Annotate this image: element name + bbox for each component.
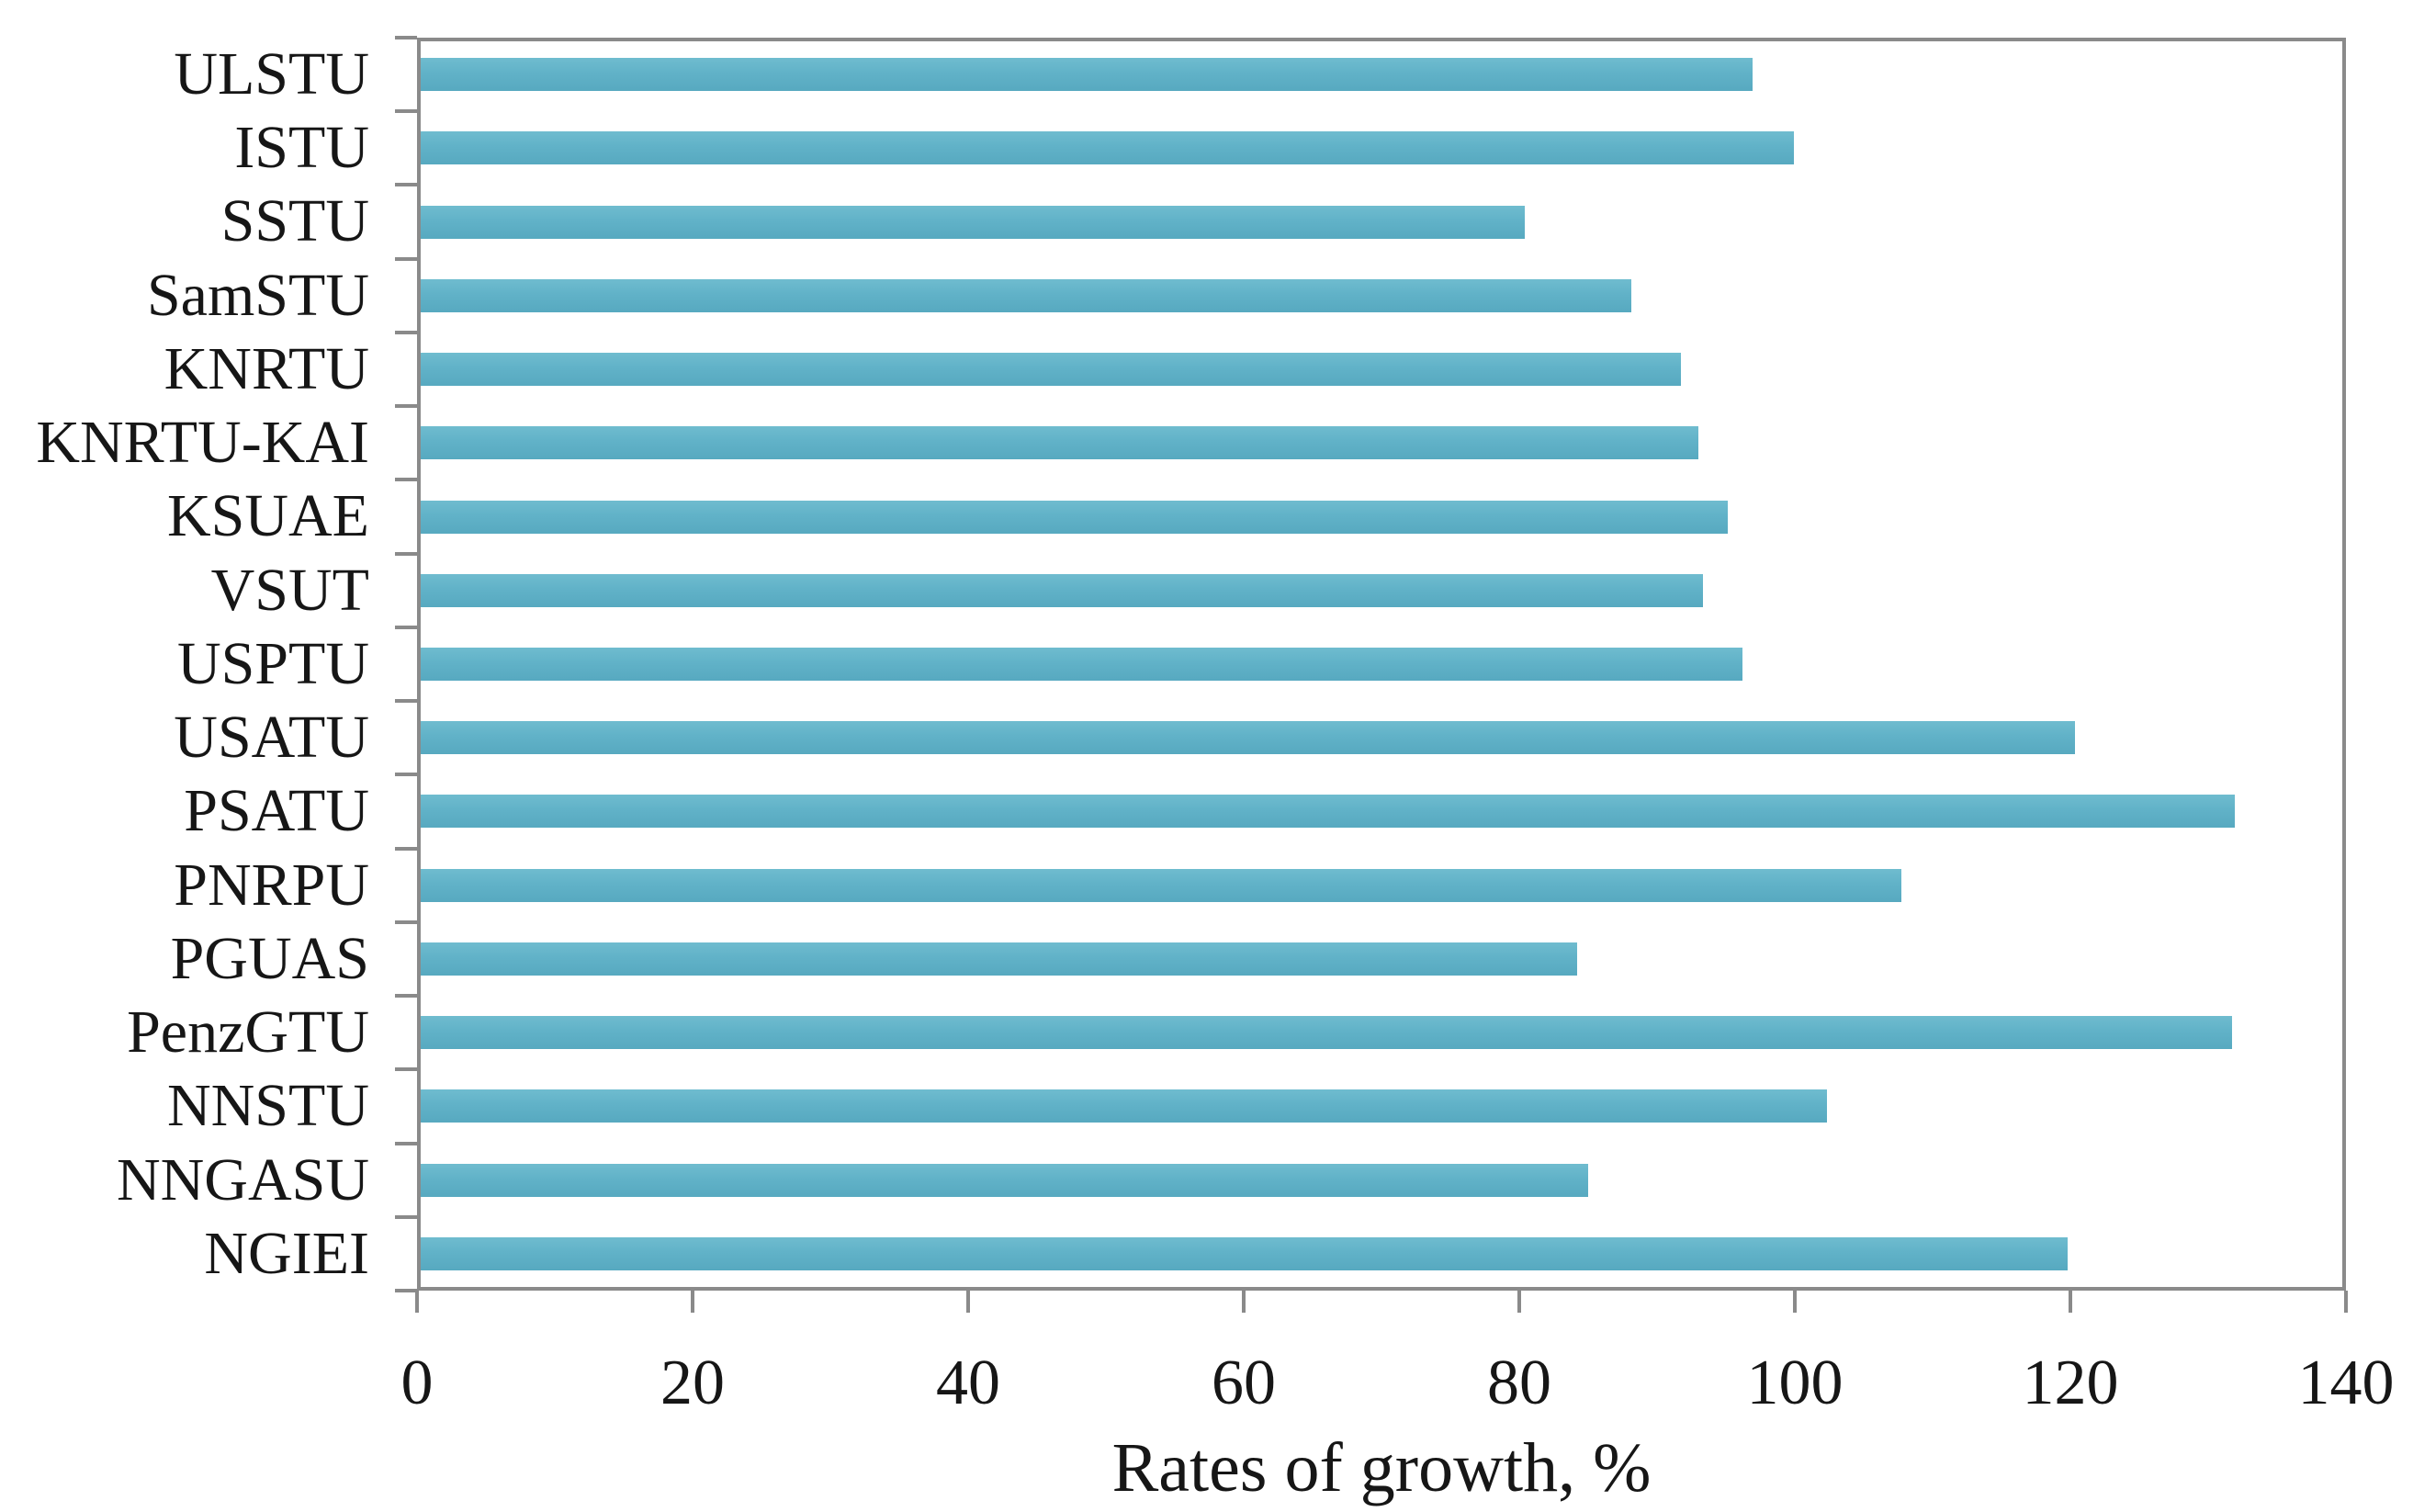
x-axis-tick: [691, 1291, 694, 1313]
category-label: ULSTU: [174, 40, 369, 107]
y-axis-tick: [395, 1141, 417, 1145]
bar: [421, 1016, 2232, 1050]
category-label: KNRTU-KAI: [36, 409, 369, 477]
y-axis-tick: [395, 1214, 417, 1219]
bar: [421, 131, 1794, 165]
y-axis-tick: [395, 183, 417, 187]
x-tick-label: 140: [2297, 1348, 2395, 1418]
category-label: PenzGTU: [127, 999, 369, 1066]
y-axis-tick: [395, 699, 417, 704]
bar: [421, 1236, 2068, 1270]
x-axis-tick: [1793, 1291, 1797, 1313]
category-label: NNGASU: [116, 1145, 369, 1213]
x-tick-label: 100: [1746, 1348, 1844, 1418]
bar: [421, 426, 1698, 460]
y-axis-tick: [395, 404, 417, 409]
bar: [421, 721, 2075, 755]
x-tick-label: 120: [2022, 1348, 2119, 1418]
category-label: PNRPU: [174, 851, 369, 919]
bar: [421, 278, 1631, 312]
x-axis-tick: [1242, 1291, 1246, 1313]
category-label: KNRTU: [163, 334, 369, 402]
x-axis-tick: [2344, 1291, 2348, 1313]
bar: [421, 58, 1753, 92]
y-axis-tick: [395, 920, 417, 924]
x-tick-label: 80: [1487, 1348, 1551, 1418]
y-axis-tick: [395, 1067, 417, 1072]
bar: [421, 868, 1901, 902]
category-label: NGIEI: [204, 1219, 369, 1287]
bar: [421, 648, 1742, 681]
bar: [421, 500, 1728, 534]
bar: [421, 1163, 1588, 1197]
x-axis-tick: [1517, 1291, 1521, 1313]
y-axis-tick: [395, 478, 417, 482]
y-axis-tick: [395, 256, 417, 261]
x-tick-label: 0: [400, 1348, 434, 1418]
y-axis-tick: [395, 1289, 417, 1292]
y-axis-tick: [395, 625, 417, 629]
x-tick-label: 40: [936, 1348, 1000, 1418]
category-label: SSTU: [220, 187, 369, 255]
plot-area-border: [417, 38, 2346, 1291]
y-axis-tick: [395, 551, 417, 556]
category-label: NNSTU: [166, 1072, 369, 1140]
x-tick-label: 60: [1212, 1348, 1276, 1418]
category-label: KSUAE: [166, 482, 369, 550]
y-axis-tick: [395, 994, 417, 999]
bar: [421, 795, 2235, 829]
x-axis-tick: [966, 1291, 970, 1313]
category-label: USATU: [174, 704, 369, 772]
y-axis-tick: [395, 330, 417, 334]
category-label: ISTU: [234, 114, 369, 182]
y-axis-tick: [395, 846, 417, 851]
x-axis-title: Rates of growth, %: [1111, 1429, 1652, 1506]
y-axis-tick: [395, 773, 417, 777]
bar: [421, 942, 1577, 976]
bar: [421, 205, 1525, 239]
x-axis-tick: [415, 1291, 419, 1313]
y-axis-tick: [395, 109, 417, 114]
category-label: PSATU: [184, 777, 369, 845]
y-axis-tick: [395, 36, 417, 39]
category-label: PGUAS: [170, 924, 369, 992]
category-label: SamSTU: [146, 261, 369, 329]
bar: [421, 353, 1681, 387]
category-label: USPTU: [176, 629, 369, 697]
bar: [421, 1089, 1827, 1123]
bar: [421, 573, 1703, 607]
x-tick-label: 20: [660, 1348, 725, 1418]
x-axis-tick: [2069, 1291, 2072, 1313]
category-label: VSUT: [210, 556, 369, 624]
